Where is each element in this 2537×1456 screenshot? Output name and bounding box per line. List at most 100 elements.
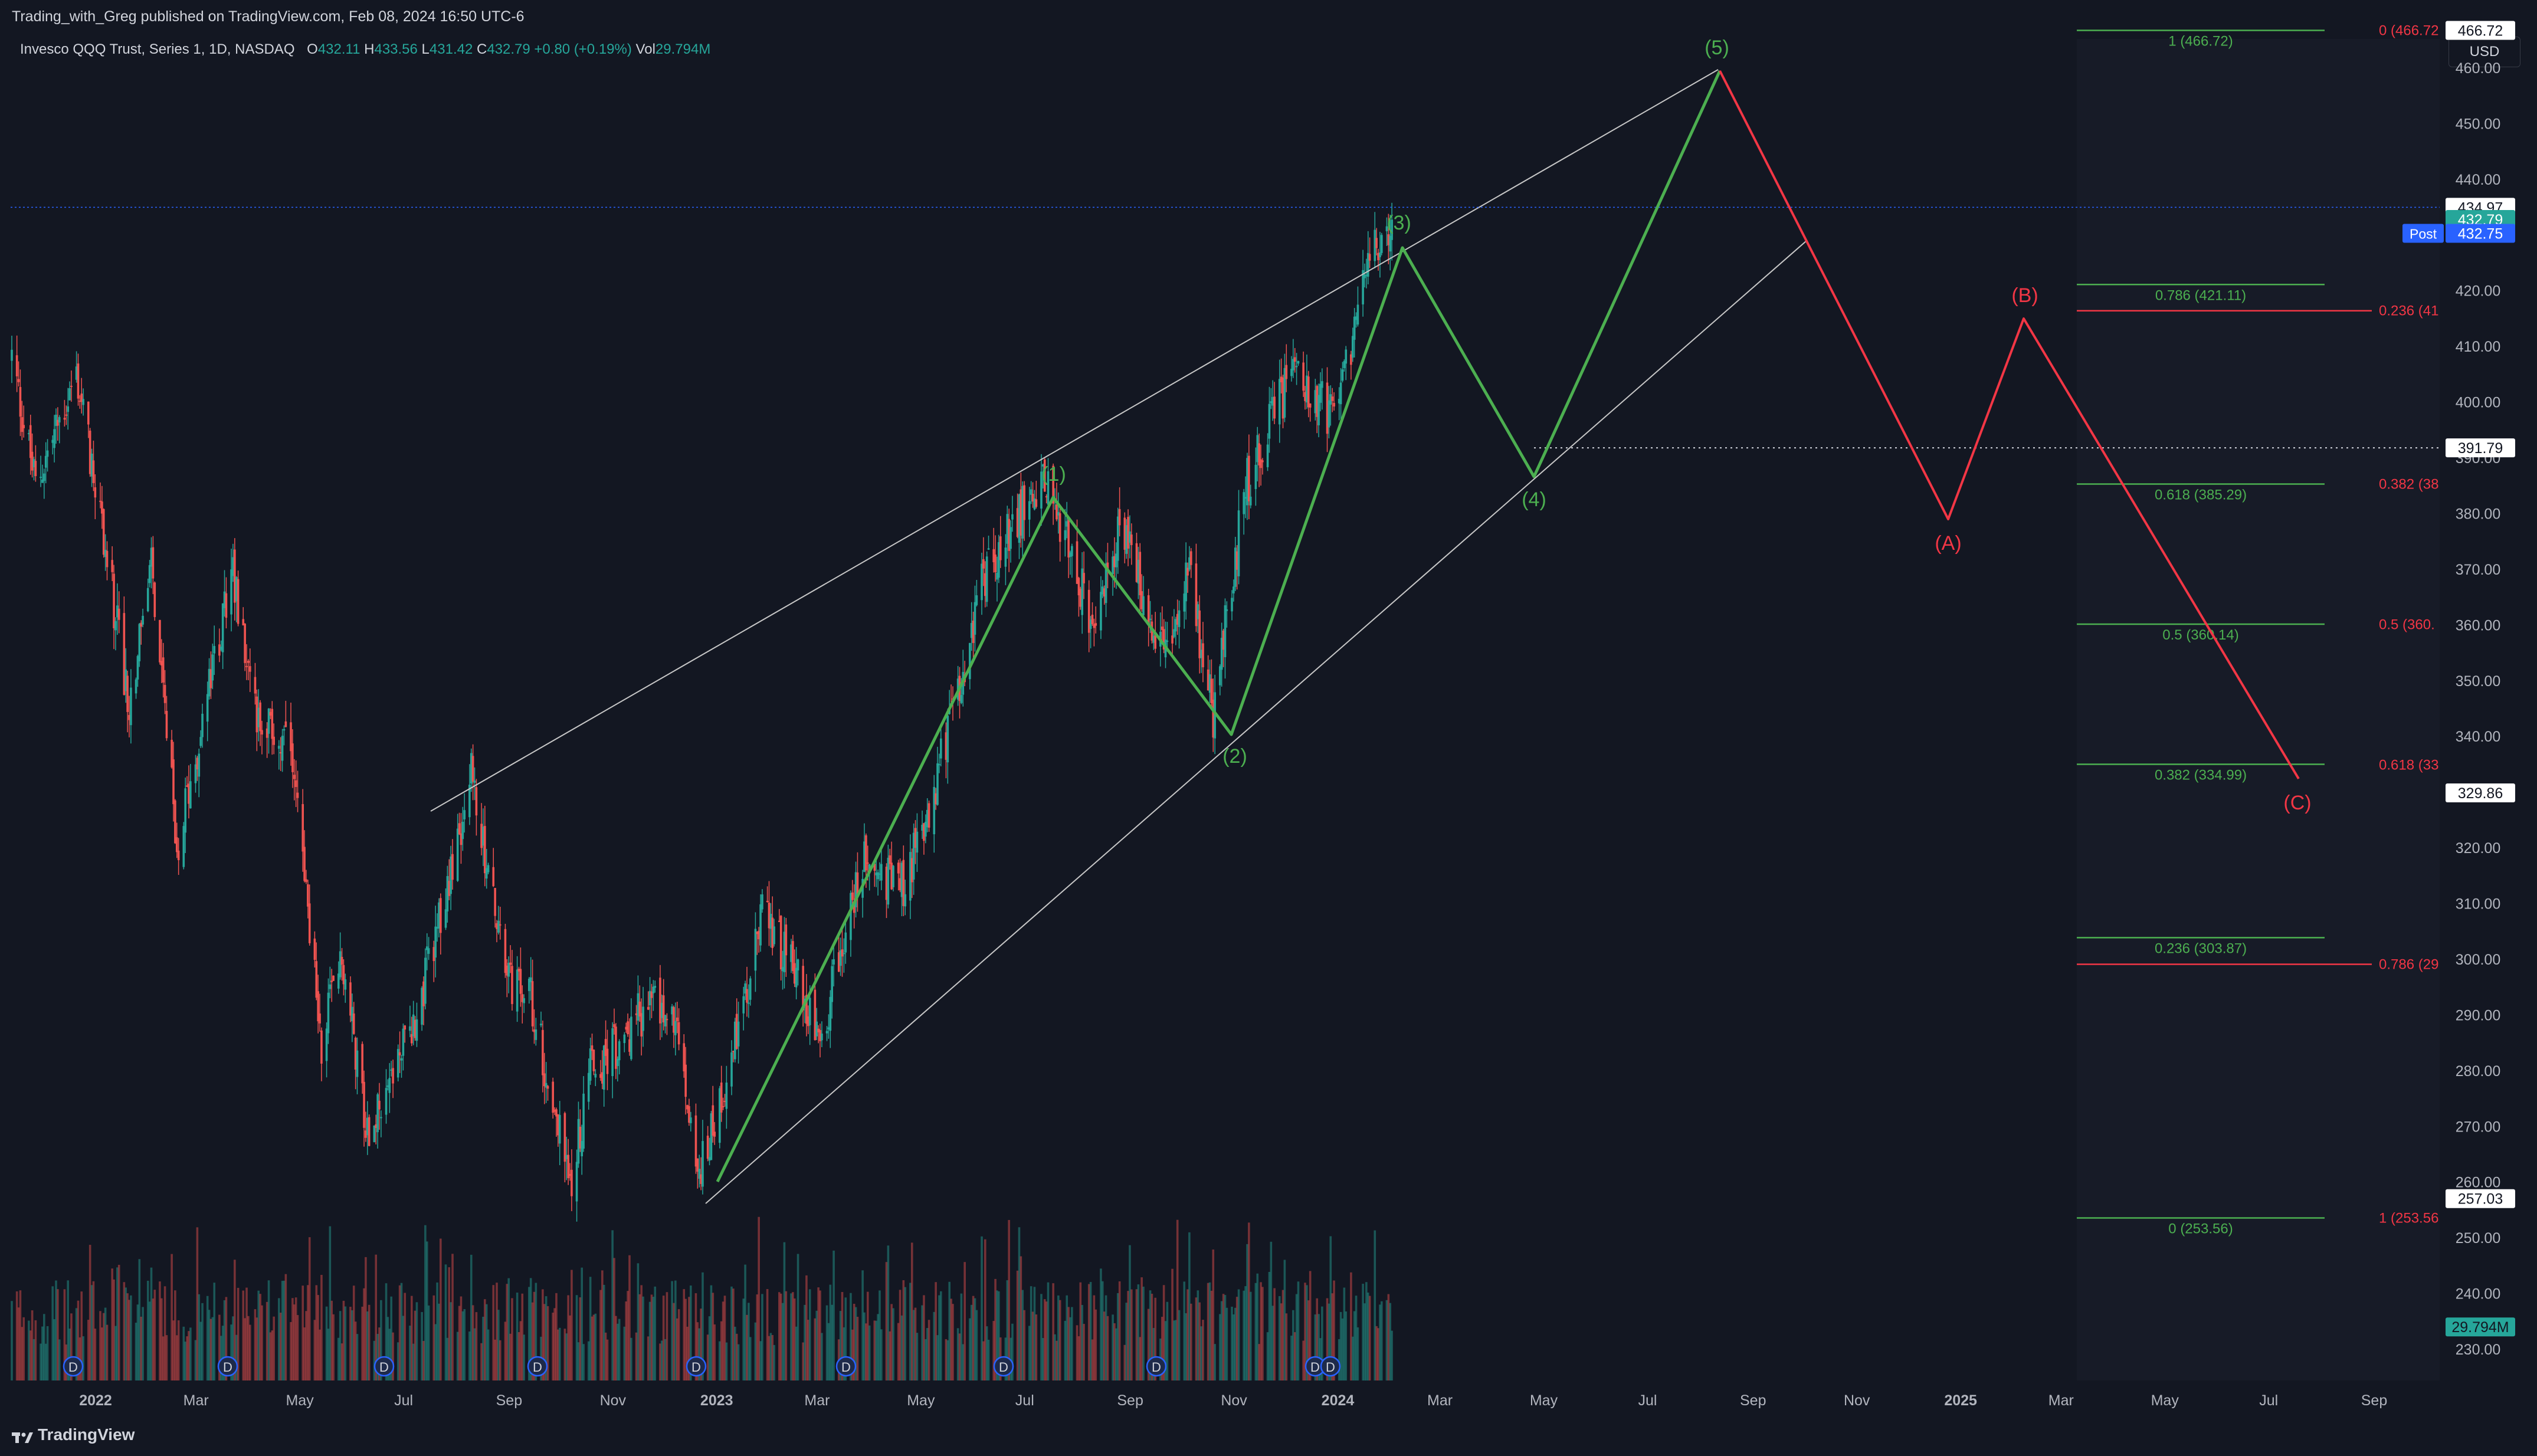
candle-body (1162, 629, 1165, 650)
volume-bar (819, 1290, 821, 1380)
volume-bar (1345, 1311, 1348, 1380)
candle-body (1139, 552, 1142, 595)
volume-bar (53, 1319, 55, 1380)
candle-body (945, 732, 948, 760)
volume-bar (1387, 1294, 1390, 1380)
candle-body (1104, 563, 1107, 604)
candle-body (998, 542, 1000, 578)
volume-bar (1351, 1336, 1354, 1380)
volume-bar (1006, 1280, 1009, 1380)
candle-body (123, 613, 126, 695)
tradingview-logo[interactable]: TradingView (12, 1425, 135, 1444)
volume-bar (504, 1321, 507, 1380)
volume-bar (887, 1245, 890, 1380)
vol-value: 29.794M (655, 41, 711, 57)
volume-bar (1054, 1334, 1056, 1380)
volume-bar (1178, 1310, 1181, 1380)
volume-bar (1224, 1295, 1227, 1380)
volume-bar (244, 1318, 246, 1380)
candle-body (87, 401, 90, 425)
candle-body (135, 679, 137, 694)
volume-bar (1077, 1336, 1080, 1380)
volume-bar (640, 1285, 643, 1380)
candle-body (1021, 486, 1024, 539)
currency-button[interactable]: USD (2448, 37, 2520, 67)
candle-body (890, 863, 893, 890)
x-tick-label: Sep (1117, 1392, 1143, 1409)
volume-bar (528, 1287, 530, 1380)
price-label-box (2446, 438, 2515, 458)
volume-bar (1243, 1290, 1245, 1380)
candle-body (1224, 605, 1227, 657)
candle-body (354, 1037, 357, 1070)
volume-bar (900, 1315, 903, 1380)
volume-bar (1047, 1282, 1050, 1380)
low-label: L (421, 41, 430, 57)
volume-bar (1023, 1310, 1025, 1380)
candle-body (261, 730, 263, 735)
volume-bar (558, 1327, 561, 1380)
volume-bar (517, 1332, 520, 1380)
candle-body (421, 988, 423, 1025)
candle-body (254, 677, 257, 694)
volume-bar (732, 1288, 735, 1380)
candle-body (1248, 455, 1250, 501)
candle-body (235, 577, 238, 602)
candle-body (533, 1029, 536, 1032)
candle-body (856, 872, 859, 894)
volume-bar (1256, 1273, 1259, 1380)
volume-bar (1033, 1287, 1036, 1380)
volume-bar (890, 1304, 893, 1380)
candle-body (1066, 521, 1068, 527)
volume-bar (1233, 1314, 1235, 1380)
candle-body (1317, 395, 1320, 425)
volume-bar (427, 1305, 430, 1380)
volume-bar (873, 1320, 876, 1380)
candle-body (293, 775, 296, 779)
volume-bar (1150, 1293, 1153, 1380)
candle-body (868, 864, 871, 871)
volume-bar (211, 1317, 214, 1380)
candle-body (1137, 559, 1140, 584)
candle-body (480, 824, 483, 848)
volume-bar (361, 1306, 363, 1380)
candle-body (140, 622, 143, 627)
price-label-box (2446, 224, 2515, 243)
candle-body (208, 668, 211, 697)
candle-body (1200, 650, 1202, 658)
candle-body (102, 509, 105, 555)
candle-body (623, 1034, 626, 1044)
candle-body (1235, 551, 1238, 570)
y-tick-label: 260.00 (2456, 1175, 2500, 1191)
impulse-wave-label: (3) (1386, 212, 1411, 234)
volume-bar (175, 1335, 178, 1380)
volume-bar (778, 1292, 781, 1380)
price-labels: 466.72434.97432.79432.75Post391.79329.86… (2402, 21, 2515, 1337)
volume-bar (935, 1282, 937, 1380)
volume-bar (723, 1296, 726, 1380)
volume-bar (237, 1287, 240, 1380)
candle-body (783, 932, 786, 972)
volume-bar (1271, 1306, 1274, 1380)
candle-body (291, 743, 294, 772)
candle-body (854, 872, 857, 907)
symbol-name[interactable]: Invesco QQQ Trust, Series 1, 1D, NASDAQ (20, 41, 295, 57)
volume-bars (11, 1216, 1393, 1380)
candle-body (844, 932, 847, 953)
volume-bar (992, 1321, 995, 1380)
candle-body (17, 379, 20, 382)
candle-body (879, 873, 881, 875)
candle-body (337, 973, 340, 989)
volume-bar (1166, 1301, 1169, 1380)
volume-bar (19, 1290, 22, 1380)
volume-bar (1292, 1310, 1294, 1380)
volume-bar (208, 1310, 211, 1380)
volume-bar (623, 1326, 626, 1380)
price-label-text: 466.72 (2458, 23, 2503, 40)
candle-body (487, 865, 490, 873)
volume-bar (756, 1294, 759, 1380)
volume-bar (325, 1306, 328, 1380)
volume-bar (349, 1307, 352, 1380)
candle-body (1356, 304, 1359, 325)
